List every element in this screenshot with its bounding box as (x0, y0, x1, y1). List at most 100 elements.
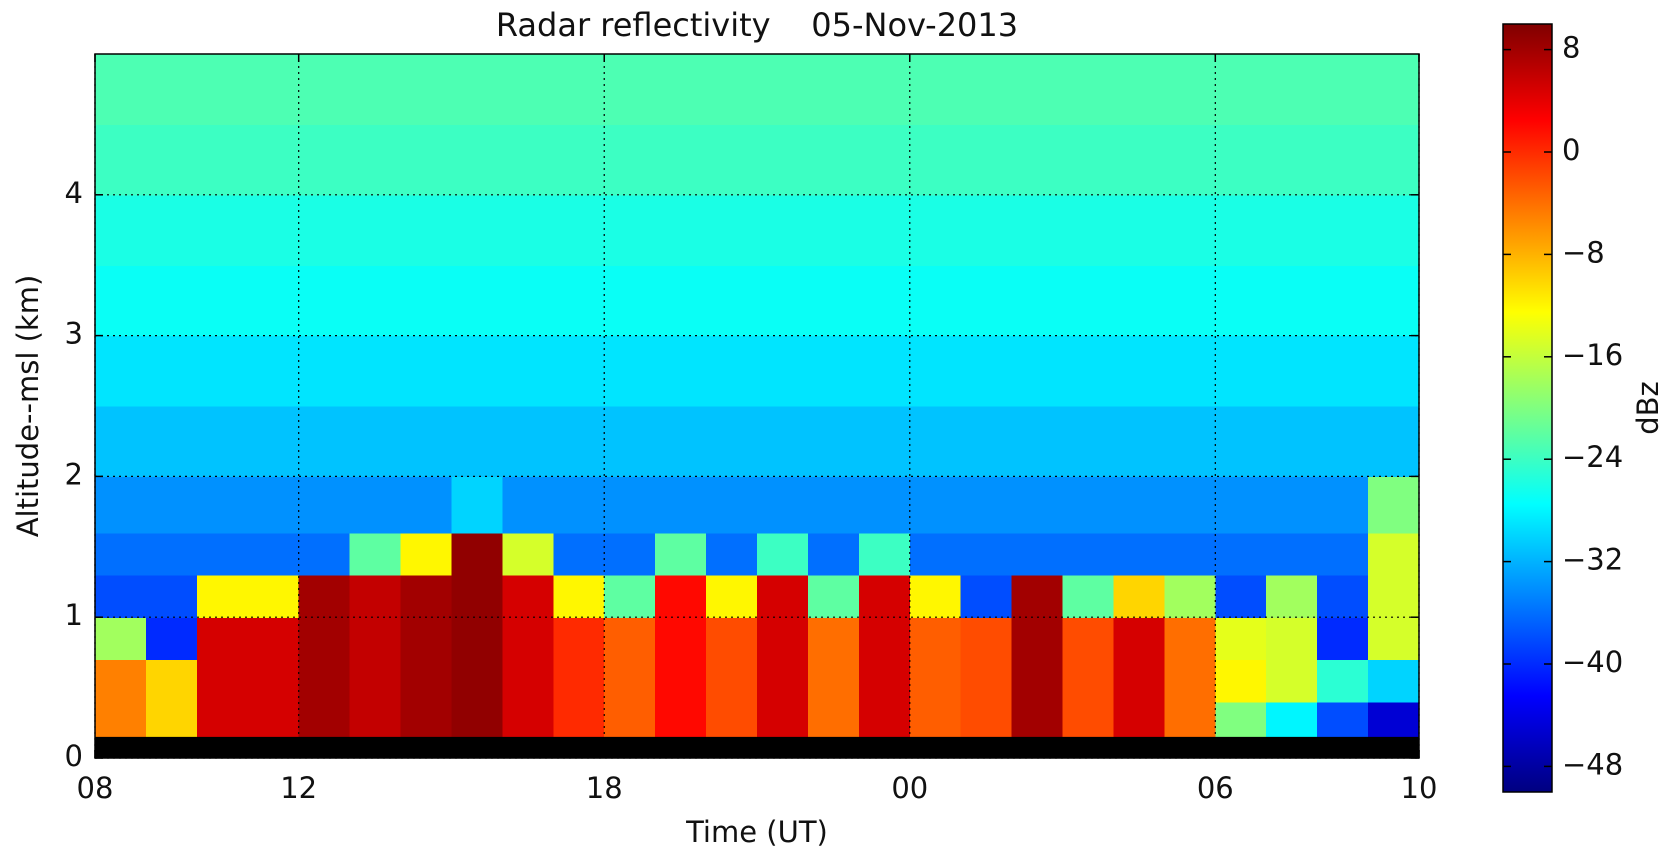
heatmap-cell (95, 476, 147, 534)
heatmap-cell (1317, 54, 1369, 125)
heatmap-cell (1011, 265, 1064, 337)
heatmap-cell (1113, 335, 1165, 407)
heatmap-cell (298, 574, 351, 618)
heatmap-cell (1266, 574, 1318, 618)
heatmap-cell (1113, 659, 1165, 703)
heatmap-cell (807, 476, 860, 534)
heatmap-cell (1215, 335, 1267, 407)
heatmap-cell (1215, 701, 1267, 738)
heatmap-cell (247, 659, 300, 703)
heatmap-cell (1266, 265, 1318, 337)
heatmap-cell (1266, 701, 1318, 738)
heatmap-cell (1164, 406, 1216, 477)
heatmap-cell (145, 194, 198, 266)
heatmap-cell (1266, 532, 1318, 576)
heatmap-cell (1164, 335, 1216, 407)
heatmap-cell (196, 54, 249, 125)
heatmap-cell (247, 265, 300, 337)
heatmap-cell (400, 532, 453, 576)
heatmap-cell (196, 194, 249, 266)
heatmap-cell (1317, 124, 1369, 196)
heatmap-cell (1011, 532, 1064, 576)
y-tick-label: 4 (65, 176, 83, 210)
heatmap-cell (960, 124, 1013, 196)
heatmap-cell (757, 124, 809, 196)
x-tick-label: 08 (77, 771, 114, 805)
heatmap-cell (1164, 124, 1216, 196)
heatmap-cell (655, 617, 707, 661)
heatmap-cell (553, 617, 605, 661)
heatmap-cell (95, 659, 147, 703)
heatmap-cell (1368, 335, 1420, 407)
heatmap-cell (95, 124, 147, 196)
heatmap-cell (451, 476, 503, 534)
y-tick-label: 1 (65, 598, 83, 632)
heatmap-cell (604, 574, 656, 618)
heatmap-cell (95, 701, 147, 738)
heatmap-cell (960, 574, 1013, 618)
heatmap-cell (1164, 617, 1216, 661)
heatmap-cell (247, 476, 300, 534)
heatmap-cell (807, 406, 860, 477)
colorbar-tick-label: −48 (1562, 747, 1623, 781)
heatmap-cell (400, 54, 453, 125)
heatmap-cell (451, 265, 503, 337)
heatmap-cell (196, 701, 249, 738)
heatmap-cell (604, 124, 656, 196)
heatmap-cell (960, 265, 1013, 337)
heatmap-cell (960, 659, 1013, 703)
heatmap-cell (400, 194, 453, 266)
heatmap-cell (858, 54, 911, 125)
heatmap-cell (1062, 617, 1115, 661)
heatmap-cell (706, 194, 758, 266)
heatmap-cell (1164, 476, 1216, 534)
heatmap-cell (145, 335, 198, 407)
heatmap-cell (757, 54, 809, 125)
heatmap-cell (400, 476, 453, 534)
heatmap-cell (909, 265, 962, 337)
heatmap-cell (1164, 701, 1216, 738)
heatmap-cell (502, 54, 554, 125)
heatmap-cell (95, 194, 147, 266)
heatmap-cell (757, 659, 809, 703)
heatmap-cell (1113, 265, 1165, 337)
heatmap-cell (247, 194, 300, 266)
heatmap-cell (1164, 54, 1216, 125)
heatmap-cell (1266, 617, 1318, 661)
heatmap-cell (95, 574, 147, 618)
heatmap-cell (655, 574, 707, 618)
heatmap-cell (95, 406, 147, 477)
heatmap-cell (1011, 335, 1064, 407)
heatmap-cell (95, 532, 147, 576)
heatmap-cell (502, 265, 554, 337)
heatmap-cell (1113, 124, 1165, 196)
heatmap-cell (349, 476, 402, 534)
heatmap-cell (1011, 701, 1064, 738)
colorbar-label: dBz (1631, 381, 1665, 435)
heatmap-cell (349, 406, 402, 477)
heatmap-cell (1011, 124, 1064, 196)
heatmap-cell (349, 265, 402, 337)
heatmap-cell (349, 574, 402, 618)
heatmap-cell (1215, 406, 1267, 477)
heatmap-cell (145, 476, 198, 534)
heatmap-cell (604, 194, 656, 266)
heatmap-cell (553, 532, 605, 576)
heatmap-cell (909, 476, 962, 534)
colorbar-tick-label: 8 (1562, 31, 1580, 65)
heatmap-cell (706, 265, 758, 337)
heatmap-cell (706, 406, 758, 477)
heatmap-cell (145, 532, 198, 576)
heatmap-cell (757, 265, 809, 337)
heatmap-cell (757, 476, 809, 534)
heatmap-cell (960, 194, 1013, 266)
heatmap-cell (247, 124, 300, 196)
heatmap-cell (95, 265, 147, 337)
heatmap-cell (1113, 701, 1165, 738)
heatmap-cell (909, 617, 962, 661)
heatmap-cell (451, 701, 503, 738)
heatmap-cell (909, 335, 962, 407)
plot-frame (94, 53, 1420, 759)
heatmap-cell (451, 659, 503, 703)
heatmap-cell (1164, 265, 1216, 337)
